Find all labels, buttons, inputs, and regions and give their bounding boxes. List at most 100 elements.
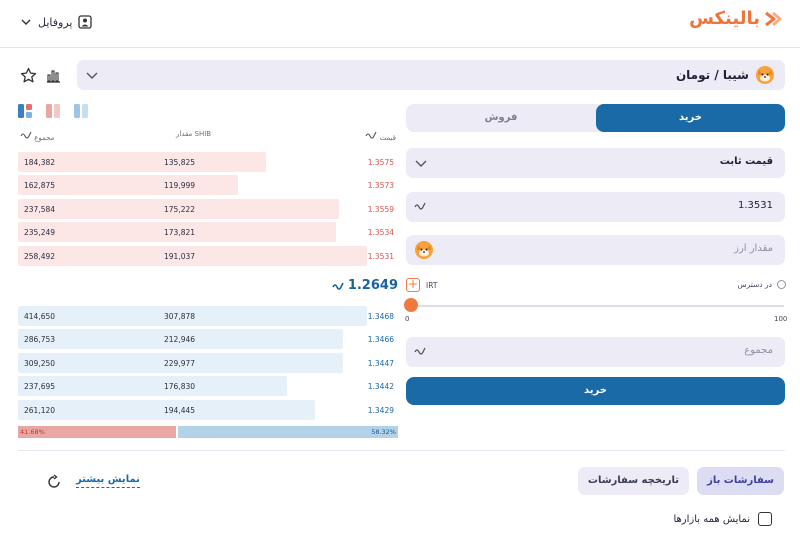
total-header: مجموع [20,130,54,142]
radio-icon [777,280,786,289]
total-cell: 237,584 [24,204,56,214]
price-cell: 1.3575 [367,158,394,167]
sell-order-row[interactable]: 258,492 191,037 1.3531 [18,245,398,266]
bids-table: 414,650 307,878 1.3468 286,753 212,946 1.3466… [18,306,398,423]
logo-text: بالینکس [689,8,760,29]
view-sells-icon[interactable] [46,104,60,118]
percent-slider-track[interactable] [410,305,784,307]
star-icon [20,67,36,82]
sell-order-row[interactable]: 237,584 175,222 1.3559 [18,198,398,219]
amount-cell: 307,878 [164,312,196,321]
shiba-coin-icon [415,241,433,259]
chevron-down-icon [21,19,31,25]
total-cell: 261,120 [24,405,56,415]
amount-cell: 229,977 [164,358,196,368]
amount-cell: 173,821 [164,228,196,238]
show-more-link[interactable]: نمایش بیشتر [76,474,140,488]
last-price: 1.2649 [332,278,398,293]
buy-submit-button[interactable]: خرید [406,377,785,405]
depth-bar [18,399,315,420]
market-pair-label: شیبا / تومان [675,68,749,82]
refresh-icon[interactable] [46,474,62,490]
tab-order-history[interactable]: تاریخچه سفارشات [577,467,690,495]
total-cell: 286,753 [24,335,56,345]
amount-input[interactable]: مقدار ارز [406,235,785,265]
market-pair: شیبا / تومان [676,65,775,85]
price-cell: 1.3559 [367,204,394,214]
checkbox[interactable] [758,512,772,526]
price-cell: 1.3466 [367,335,394,345]
orderbook-header: مجموع مقدار SHIB قیمت [18,128,398,142]
logo-mark-icon [765,11,782,26]
profile-menu[interactable]: پروفایل [20,12,93,32]
sell-order-row[interactable]: 235,249 173,821 1.3534 [18,222,398,243]
depth-bar [18,245,367,266]
bar-chart-icon [46,69,60,83]
buy-order-row[interactable]: 237,695 176,830 1.3442 [18,376,398,397]
buy-order-row[interactable]: 414,650 307,878 1.3468 [18,306,398,326]
amount-header: مقدار SHIB [176,130,212,138]
buy-ratio: 58.32% [178,426,398,438]
percent-slider-thumb[interactable] [404,298,418,312]
profile-label: پروفایل [38,15,73,29]
market-selector[interactable]: شیبا / تومان [77,60,785,90]
buy-order-row[interactable]: 286,753 212,946 1.3466 [18,329,398,350]
price-cell: 1.3468 [367,312,394,321]
plus-icon[interactable]: + [406,277,420,292]
depth-bar [18,152,266,172]
amount-cell: 212,946 [164,335,196,345]
order-type-select[interactable]: قیمت ثابت [406,148,785,178]
buy-sell-ratio-bar: 41.68% 58.32% [18,426,398,438]
tab-open-orders[interactable]: سفارشات باز [697,467,784,495]
last-price-value: 1.2649 [347,278,398,293]
total-input[interactable]: مجموع [406,337,785,367]
depth-bar [18,198,339,219]
depth-bar [18,306,367,326]
sell-order-row[interactable]: 184,382 135,825 1.3575 [18,152,398,172]
depth-bar [18,175,238,196]
view-both-icon[interactable] [18,104,32,118]
total-cell: 237,695 [24,382,56,392]
buy-order-row[interactable]: 261,120 194,445 1.3429 [18,399,398,420]
amount-cell: 119,999 [164,181,196,191]
total-cell: 184,382 [24,158,56,167]
sell-order-row[interactable]: 162,875 119,999 1.3573 [18,175,398,196]
buy-tab[interactable]: خرید [596,104,785,132]
brand-logo[interactable]: بالینکس [689,8,782,29]
price-cell: 1.3442 [367,382,394,392]
depth-bar [18,376,287,397]
sell-ratio: 41.68% [18,426,177,438]
amount-cell: 176,830 [164,382,196,392]
deposit-irt: + IRT [406,278,437,292]
asks-table: 184,382 135,825 1.3575 162,875 119,999 1.3573… [18,152,398,269]
show-all-markets-toggle[interactable]: نمایش همه بازارها [673,512,772,526]
depth-bar [18,222,336,243]
chevron-down-icon [86,72,98,79]
amount-placeholder: مقدار ارز [734,243,773,254]
sell-tab[interactable]: فروش [484,112,518,123]
total-placeholder: مجموع [744,345,773,356]
price-input[interactable]: 1.3531 [406,192,785,222]
amount-cell: 191,037 [164,251,196,261]
buy-order-row[interactable]: 309,250 229,977 1.3447 [18,352,398,373]
slider-max: 100 [774,315,788,323]
favorite-star-button[interactable] [18,65,38,85]
depth-bar [18,329,343,350]
toman-icon [414,202,426,210]
total-cell: 162,875 [24,181,56,191]
toman-icon [20,131,32,139]
orderbook-view-toggles [18,104,88,118]
price-cell: 1.3573 [367,181,394,191]
view-buys-icon[interactable] [74,104,88,118]
price-cell: 1.3534 [367,228,394,238]
price-cell: 1.3429 [367,405,394,415]
slider-min: 0 [405,315,410,323]
show-all-markets-label: نمایش همه بازارها [673,513,750,525]
chart-toggle-button[interactable] [43,65,63,85]
amount-cell: 175,222 [164,204,196,214]
trade-side-switch: فروش خرید [406,104,785,132]
toman-icon [365,131,377,139]
price-cell: 1.3447 [367,358,394,368]
price-header: قیمت [365,130,396,142]
user-icon [78,15,93,29]
